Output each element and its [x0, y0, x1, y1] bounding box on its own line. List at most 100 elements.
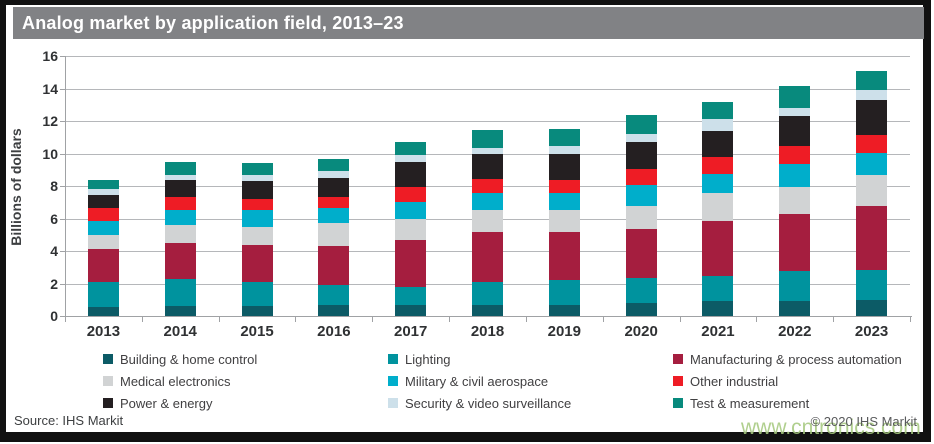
- bar-segment: [702, 301, 734, 316]
- x-axis-category-label: 2016: [317, 323, 351, 340]
- y-axis-tick-label: 14: [42, 80, 58, 97]
- y-axis-tick-label: 16: [42, 48, 58, 64]
- bar-segment: [241, 181, 273, 199]
- bar-segment: [702, 119, 734, 131]
- bar-segment: [856, 152, 888, 176]
- x-axis-tick: [910, 317, 911, 322]
- y-axis-tick: [60, 153, 65, 155]
- panel-border-left: [0, 0, 6, 442]
- bar-segment: [164, 196, 196, 210]
- bar-segment: [472, 304, 503, 316]
- bar-segment: [472, 281, 503, 305]
- bar-segment: [87, 179, 119, 190]
- x-axis-tick: [141, 317, 143, 322]
- bar-segment: [625, 134, 657, 143]
- y-axis-tick: [60, 283, 65, 285]
- panel-border-right: [923, 0, 931, 442]
- bar-segment: [779, 146, 811, 165]
- bar-segment: [625, 142, 657, 169]
- x-axis-category-label: 2014: [163, 323, 197, 340]
- x-axis-category-label: 2019: [547, 323, 581, 340]
- y-axis-line: [65, 56, 66, 316]
- bar-segment: [702, 276, 734, 302]
- x-axis-tick: [218, 317, 220, 322]
- bar-segment: [856, 269, 888, 300]
- legend-label: Power & energy: [120, 396, 213, 411]
- legend-swatch: [673, 398, 683, 408]
- gridline: [65, 56, 910, 57]
- bar-segment: [241, 210, 273, 227]
- gridline: [65, 121, 910, 122]
- bar-segment: [87, 281, 119, 308]
- y-axis-tick: [60, 88, 65, 90]
- bar-segment: [548, 154, 580, 180]
- x-axis-category-label: 2021: [701, 323, 735, 340]
- y-axis-tick-label: 0: [50, 308, 58, 324]
- bar-segment: [702, 101, 734, 120]
- legend-label: Building & home control: [120, 352, 258, 367]
- source-note: Source: IHS Markit: [14, 413, 124, 428]
- bar-segment: [856, 90, 888, 100]
- legend-swatch: [103, 354, 113, 364]
- bar-segment: [318, 159, 350, 171]
- legend-item: Military & civil aerospace: [388, 374, 548, 389]
- bar-segment: [318, 285, 350, 305]
- bar-segment: [856, 134, 888, 153]
- bar-segment: [472, 154, 503, 179]
- bar-segment: [548, 280, 580, 305]
- bar-segment: [625, 205, 657, 230]
- bar-segment: [625, 229, 657, 278]
- bar-segment: [87, 189, 119, 195]
- bar-segment: [164, 225, 196, 243]
- bar-segment: [318, 177, 350, 198]
- bar-segment: [548, 232, 580, 281]
- legend-swatch: [103, 376, 113, 386]
- legend-item: Lighting: [388, 352, 451, 367]
- legend-item: Medical electronics: [103, 374, 231, 389]
- bar-segment: [472, 192, 503, 211]
- bar-segment: [702, 156, 734, 174]
- x-axis-tick: [372, 317, 374, 322]
- bar-segment: [241, 244, 273, 282]
- bar-segment: [318, 197, 350, 208]
- legend-item: Power & energy: [103, 396, 213, 411]
- bar-segment: [395, 239, 427, 287]
- x-axis-category-label: 2022: [778, 323, 812, 340]
- y-axis-tick: [60, 316, 65, 317]
- bar-segment: [779, 108, 811, 117]
- bar-segment: [548, 193, 580, 211]
- x-axis-tick: [602, 317, 604, 322]
- bar-segment: [395, 304, 427, 316]
- bar-segment: [87, 249, 119, 282]
- legend-label: Military & civil aerospace: [405, 374, 549, 389]
- x-axis-line: [65, 316, 912, 317]
- y-axis-tick: [60, 251, 65, 252]
- chart-title: Analog market by application field, 2013…: [22, 13, 404, 33]
- legend-swatch: [103, 398, 113, 408]
- bar-segment: [395, 162, 427, 187]
- bar-segment: [395, 286, 427, 305]
- x-axis-tick: [449, 317, 451, 322]
- bar-segment: [395, 155, 427, 163]
- bar-segment: [548, 129, 580, 147]
- legend-label: Medical electronics: [120, 374, 231, 389]
- x-axis-tick: [525, 317, 527, 322]
- x-axis-tick: [295, 317, 297, 322]
- bar-segment: [702, 192, 734, 221]
- bar-segment: [318, 304, 350, 316]
- bar-segment: [856, 175, 888, 206]
- bar-segment: [395, 186, 427, 203]
- watermark: www.cntronics.com: [741, 416, 921, 439]
- bar-segment: [779, 186, 811, 215]
- legend-item: Security & video surveillance: [388, 396, 571, 411]
- x-axis-category-label: 2015: [240, 323, 274, 340]
- bar-segment: [548, 304, 580, 316]
- bar-segment: [318, 170, 350, 178]
- bar-segment: [164, 279, 196, 307]
- y-axis-tick: [60, 186, 65, 187]
- bar-segment: [702, 173, 734, 193]
- bar-segment: [164, 162, 196, 175]
- bar-segment: [241, 163, 273, 175]
